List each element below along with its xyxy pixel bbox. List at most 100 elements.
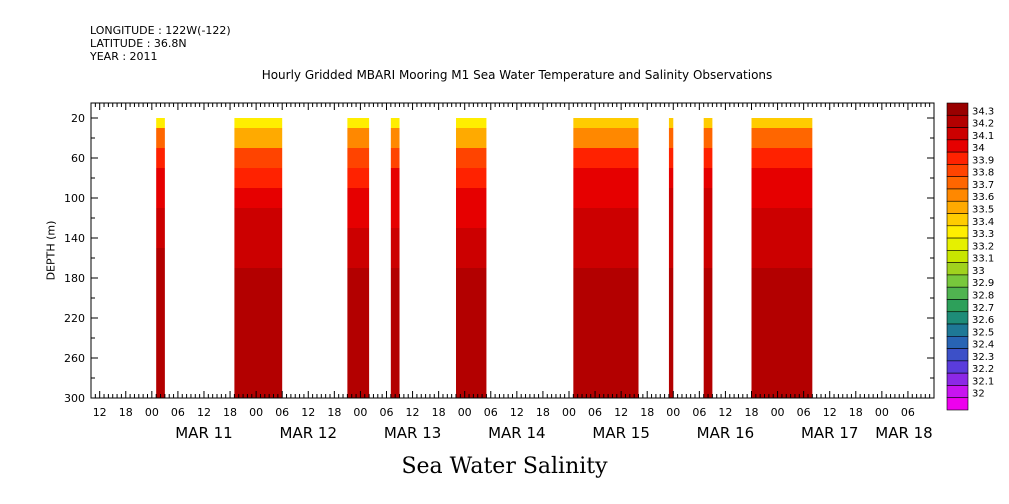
colorbar-swatch [946, 114, 969, 128]
colorbar-label: 32.6 [972, 315, 994, 326]
x-tick-label: 18 [640, 406, 654, 419]
data-cell [456, 348, 487, 368]
data-cell [156, 328, 165, 348]
colorbar-swatch [946, 139, 969, 153]
data-cell [456, 148, 487, 168]
data-cell [573, 248, 639, 268]
colorbar-label: 33.6 [972, 192, 994, 203]
data-cell [751, 388, 813, 398]
x-tick-label: 12 [823, 406, 837, 419]
data-segment [703, 118, 713, 398]
colorbar-label: 33.1 [972, 254, 994, 265]
x-tick-label: 12 [197, 406, 211, 419]
data-cell [703, 248, 713, 268]
data-cell [390, 368, 400, 388]
data-cell [390, 308, 400, 328]
data-cell [751, 288, 813, 308]
data-cell [234, 268, 283, 288]
colorbar-label: 34.3 [972, 106, 994, 117]
data-cell [751, 368, 813, 388]
y-tick-label: 20 [71, 112, 85, 125]
data-cell [751, 148, 813, 168]
variable-caption: Sea Water Salinity [401, 454, 608, 479]
data-cell [156, 208, 165, 228]
data-cell [703, 228, 713, 248]
data-cell [703, 288, 713, 308]
x-tick-label: 12 [406, 406, 420, 419]
data-cell [668, 348, 674, 368]
data-cell [390, 328, 400, 348]
data-cell [234, 248, 283, 268]
data-cell [156, 228, 165, 248]
data-cell [703, 168, 713, 188]
data-cell [668, 168, 674, 188]
x-tick-label: 06 [379, 406, 393, 419]
x-tick-label: 00 [666, 406, 680, 419]
data-cell [390, 388, 400, 398]
data-cell [347, 328, 370, 348]
data-cell [456, 268, 487, 288]
data-cell [703, 388, 713, 398]
data-cell [347, 368, 370, 388]
data-cell [456, 388, 487, 398]
colorbar-label: 34.1 [972, 131, 994, 142]
y-tick-label: 100 [64, 192, 85, 205]
x-tick-label: 18 [432, 406, 446, 419]
data-cell [156, 188, 165, 208]
colorbar-label: 32.1 [972, 376, 994, 387]
data-cell [703, 268, 713, 288]
data-cell [390, 228, 400, 248]
data-cell [456, 328, 487, 348]
data-cell [156, 148, 165, 168]
data-cell [573, 128, 639, 148]
x-tick-label: 18 [849, 406, 863, 419]
data-cell [573, 268, 639, 288]
colorbar-swatch [946, 102, 969, 116]
x-tick-label: 12 [510, 406, 524, 419]
x-date-label: MAR 15 [592, 424, 649, 442]
colorbar-swatch [946, 274, 969, 288]
colorbar-label: 32.8 [972, 290, 994, 301]
data-cell [573, 148, 639, 168]
y-tick-label: 220 [64, 312, 85, 325]
data-cell [156, 268, 165, 288]
data-cell [347, 308, 370, 328]
data-cell [347, 228, 370, 248]
data-cell [668, 288, 674, 308]
data-cell [347, 188, 370, 208]
x-tick-label: 18 [744, 406, 758, 419]
x-tick-label: 00 [875, 406, 889, 419]
data-cell [456, 288, 487, 308]
colorbar-label: 33.7 [972, 180, 994, 191]
x-tick-label: 06 [484, 406, 498, 419]
data-cell [456, 368, 487, 388]
x-tick-label: 18 [327, 406, 341, 419]
colorbar-label: 33.9 [972, 155, 994, 166]
data-cell [234, 118, 283, 128]
data-cell [347, 148, 370, 168]
data-cell [751, 308, 813, 328]
x-tick-label: 00 [249, 406, 263, 419]
data-cell [390, 248, 400, 268]
colorbar-swatch [946, 250, 969, 263]
data-cell [390, 268, 400, 288]
data-segment [156, 118, 165, 398]
colorbar-swatch [946, 262, 969, 276]
data-cell [234, 168, 283, 188]
data-cell [347, 348, 370, 368]
data-cell [390, 168, 400, 188]
data-cell [390, 118, 400, 128]
data-segment [751, 118, 813, 398]
colorbar-swatch [946, 176, 969, 190]
colorbar-swatch [946, 200, 969, 214]
y-tick-label: 300 [64, 392, 85, 405]
colorbar-label: 32.4 [972, 340, 994, 351]
data-cell [156, 168, 165, 188]
colorbar-label: 33 [972, 266, 985, 277]
data-cell [703, 308, 713, 328]
y-tick-label: 60 [71, 152, 85, 165]
x-tick-label: 00 [562, 406, 576, 419]
data-cell [668, 128, 674, 148]
x-tick-label: 06 [797, 406, 811, 419]
data-cell [703, 118, 713, 128]
